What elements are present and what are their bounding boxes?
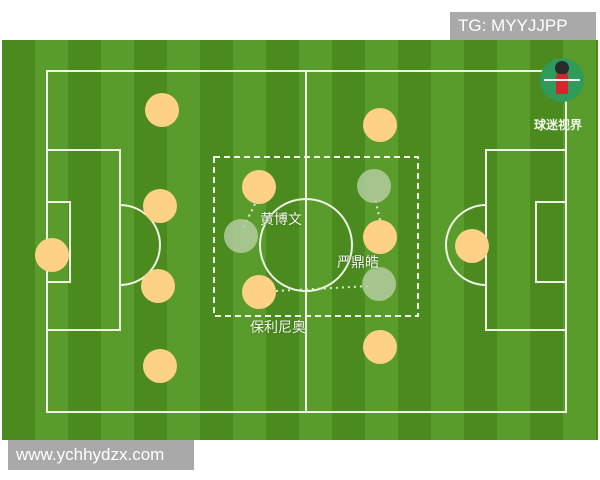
center-circle — [259, 198, 353, 292]
player-avatar-icon — [540, 58, 584, 102]
player-marker — [143, 189, 177, 223]
movement-arrow — [242, 203, 256, 229]
left-penalty-arc — [119, 204, 161, 286]
watermark-website: www.ychhydzx.com — [8, 440, 194, 470]
grass-stripe — [596, 40, 598, 440]
grass-stripe — [398, 40, 431, 440]
player-label: 保利尼奥 — [250, 320, 306, 336]
player-marker — [363, 220, 397, 254]
grass-stripe — [2, 40, 35, 440]
grass-stripe — [266, 40, 299, 440]
player-target-position — [362, 267, 396, 301]
grass-stripe — [497, 40, 530, 440]
movement-arrow — [275, 285, 371, 292]
player-target-position — [357, 169, 391, 203]
player-label: 严鼎皓 — [337, 255, 379, 271]
player-label: 黄博文 — [260, 212, 302, 228]
right-goal-area — [535, 201, 567, 283]
player-marker — [363, 330, 397, 364]
player-marker — [242, 170, 276, 204]
player-marker — [141, 269, 175, 303]
player-marker — [242, 275, 276, 309]
grass-stripe — [332, 40, 365, 440]
right-penalty-arc — [445, 204, 487, 286]
highlight-zone — [213, 156, 419, 317]
grass-stripe — [299, 40, 332, 440]
grass-stripe — [563, 40, 596, 440]
brand-logo-text: 球迷视界 — [534, 118, 583, 132]
player-marker — [35, 238, 69, 272]
player-marker — [143, 349, 177, 383]
player-marker — [455, 229, 489, 263]
player-marker — [145, 93, 179, 127]
watermark-tg: TG: MYYJJPP — [450, 12, 596, 40]
grass-stripe — [101, 40, 134, 440]
player-marker — [363, 108, 397, 142]
player-target-position — [224, 219, 258, 253]
grass-stripe — [68, 40, 101, 440]
